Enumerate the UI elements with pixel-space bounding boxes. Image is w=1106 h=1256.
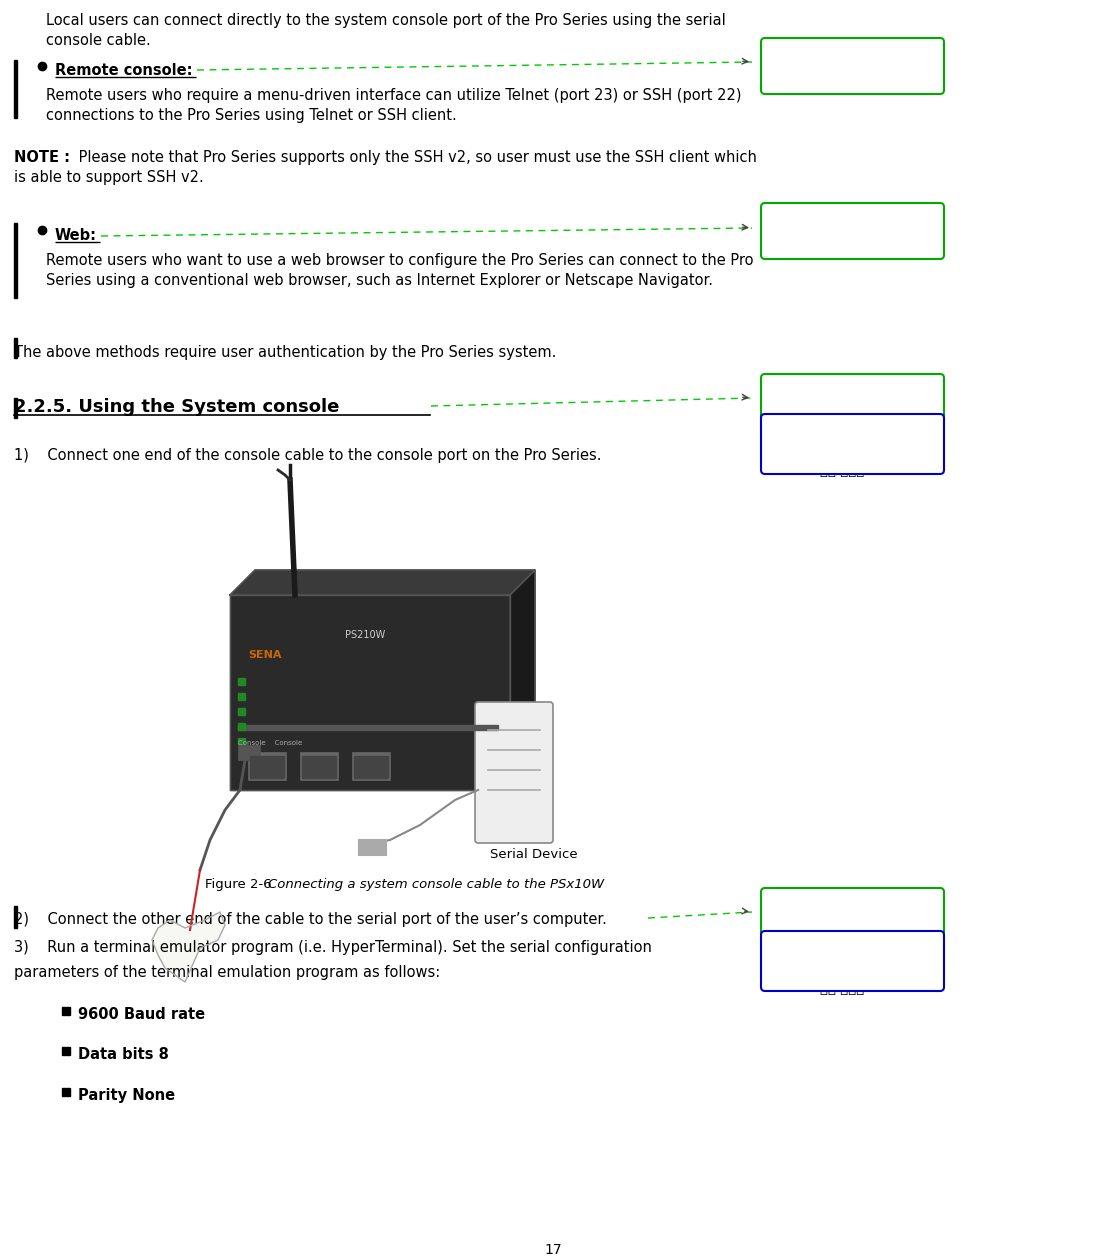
Polygon shape	[152, 912, 225, 982]
Bar	[358, 839, 386, 855]
Text: Console    Console: Console Console	[238, 740, 302, 746]
Text: 글머리 기호 및: 글머리 기호 및	[820, 970, 876, 983]
Text: The above methods require user authentication by the Pro Series system.: The above methods require user authentic…	[14, 345, 556, 360]
Text: 번호 매기기: 번호 매기기	[820, 983, 864, 996]
Bar	[14, 338, 17, 358]
Bar	[238, 723, 246, 730]
Text: 삭제됨:: 삭제됨:	[772, 402, 803, 416]
Text: parameters of the terminal emulation program as follows:: parameters of the terminal emulation pro…	[14, 965, 440, 980]
FancyBboxPatch shape	[761, 888, 945, 936]
FancyBboxPatch shape	[761, 931, 945, 991]
Text: Connecting a system console cable to the PSx10W: Connecting a system console cable to the…	[268, 878, 604, 891]
Text: 번호 매기기: 번호 매기기	[820, 465, 864, 479]
Text: Please note that Pro Series supports only the SSH v2, so user must use the SSH c: Please note that Pro Series supports onl…	[74, 149, 757, 165]
Bar	[300, 752, 338, 780]
Text: 3)    Run a terminal emulator program (i.e. HyperTerminal). Set the serial confi: 3) Run a terminal emulator program (i.e.…	[14, 939, 651, 955]
FancyBboxPatch shape	[761, 374, 945, 422]
Text: Remote console:: Remote console:	[55, 63, 192, 78]
Text: Parity None: Parity None	[79, 1088, 175, 1103]
Text: connections to the Pro Series using Telnet or SSH client.: connections to the Pro Series using Teln…	[46, 108, 457, 123]
Text: Remote users who want to use a web browser to configure the Pro Series can conne: Remote users who want to use a web brows…	[46, 252, 753, 268]
Text: 삭제됨:: 삭제됨:	[772, 916, 803, 929]
FancyBboxPatch shape	[761, 203, 945, 259]
Bar	[238, 725, 498, 730]
Bar	[14, 906, 17, 928]
Bar	[62, 1048, 70, 1055]
Bar	[62, 1007, 70, 1015]
Text: 1)    Connect one end of the console cable to the console port on the Pro Series: 1) Connect one end of the console cable …	[14, 448, 602, 463]
Polygon shape	[510, 570, 535, 790]
Text: console cable.: console cable.	[46, 33, 150, 48]
Text: PS210W: PS210W	[345, 631, 385, 641]
Bar	[238, 678, 246, 685]
Text: 서식 있음:: 서식 있음:	[772, 452, 814, 465]
Bar	[354, 756, 388, 777]
Bar	[352, 752, 390, 780]
Text: 9600 Baud rate: 9600 Baud rate	[79, 1007, 205, 1022]
Text: Serial Device: Serial Device	[490, 848, 577, 862]
Text: Series using a conventional web browser, such as Internet Explorer or Netscape N: Series using a conventional web browser,…	[46, 273, 713, 288]
Bar	[14, 60, 17, 118]
Bar	[250, 756, 284, 777]
Polygon shape	[230, 595, 510, 790]
Bar	[302, 756, 336, 777]
Text: 서식 있음:: 서식 있음:	[772, 970, 814, 983]
Text: 글머리 기호 및: 글머리 기호 및	[820, 452, 876, 465]
Text: NOTE :: NOTE :	[14, 149, 70, 165]
Bar	[248, 752, 286, 780]
Bar	[238, 693, 246, 700]
Text: Figure 2-6: Figure 2-6	[205, 878, 275, 891]
Text: 삭제됨:: 삭제됨:	[772, 73, 803, 87]
Text: 2)    Connect the other end of the cable to the serial port of the user’s comput: 2) Connect the other end of the cable to…	[14, 912, 607, 927]
Bar	[238, 745, 260, 760]
Text: Web:: Web:	[55, 229, 97, 242]
FancyBboxPatch shape	[761, 414, 945, 474]
Polygon shape	[230, 570, 535, 595]
Text: Local users can connect directly to the system console port of the Pro Series us: Local users can connect directly to the …	[46, 13, 726, 28]
Text: Remote users who require a menu-driven interface can utilize Telnet (port 23) or: Remote users who require a menu-driven i…	[46, 88, 741, 103]
Text: 2.2.5. Using the System console: 2.2.5. Using the System console	[14, 398, 340, 416]
Bar	[14, 224, 17, 298]
Bar	[238, 708, 246, 715]
Bar	[62, 1088, 70, 1096]
Bar	[238, 739, 246, 745]
Bar	[14, 398, 17, 418]
Text: 17: 17	[544, 1243, 562, 1256]
Text: SENA: SENA	[248, 651, 282, 659]
Text: is able to support SSH v2.: is able to support SSH v2.	[14, 170, 204, 185]
Text: 삭제됨:: 삭제됨:	[772, 237, 803, 252]
FancyBboxPatch shape	[761, 38, 945, 94]
FancyBboxPatch shape	[474, 702, 553, 843]
Text: Data bits 8: Data bits 8	[79, 1048, 169, 1063]
